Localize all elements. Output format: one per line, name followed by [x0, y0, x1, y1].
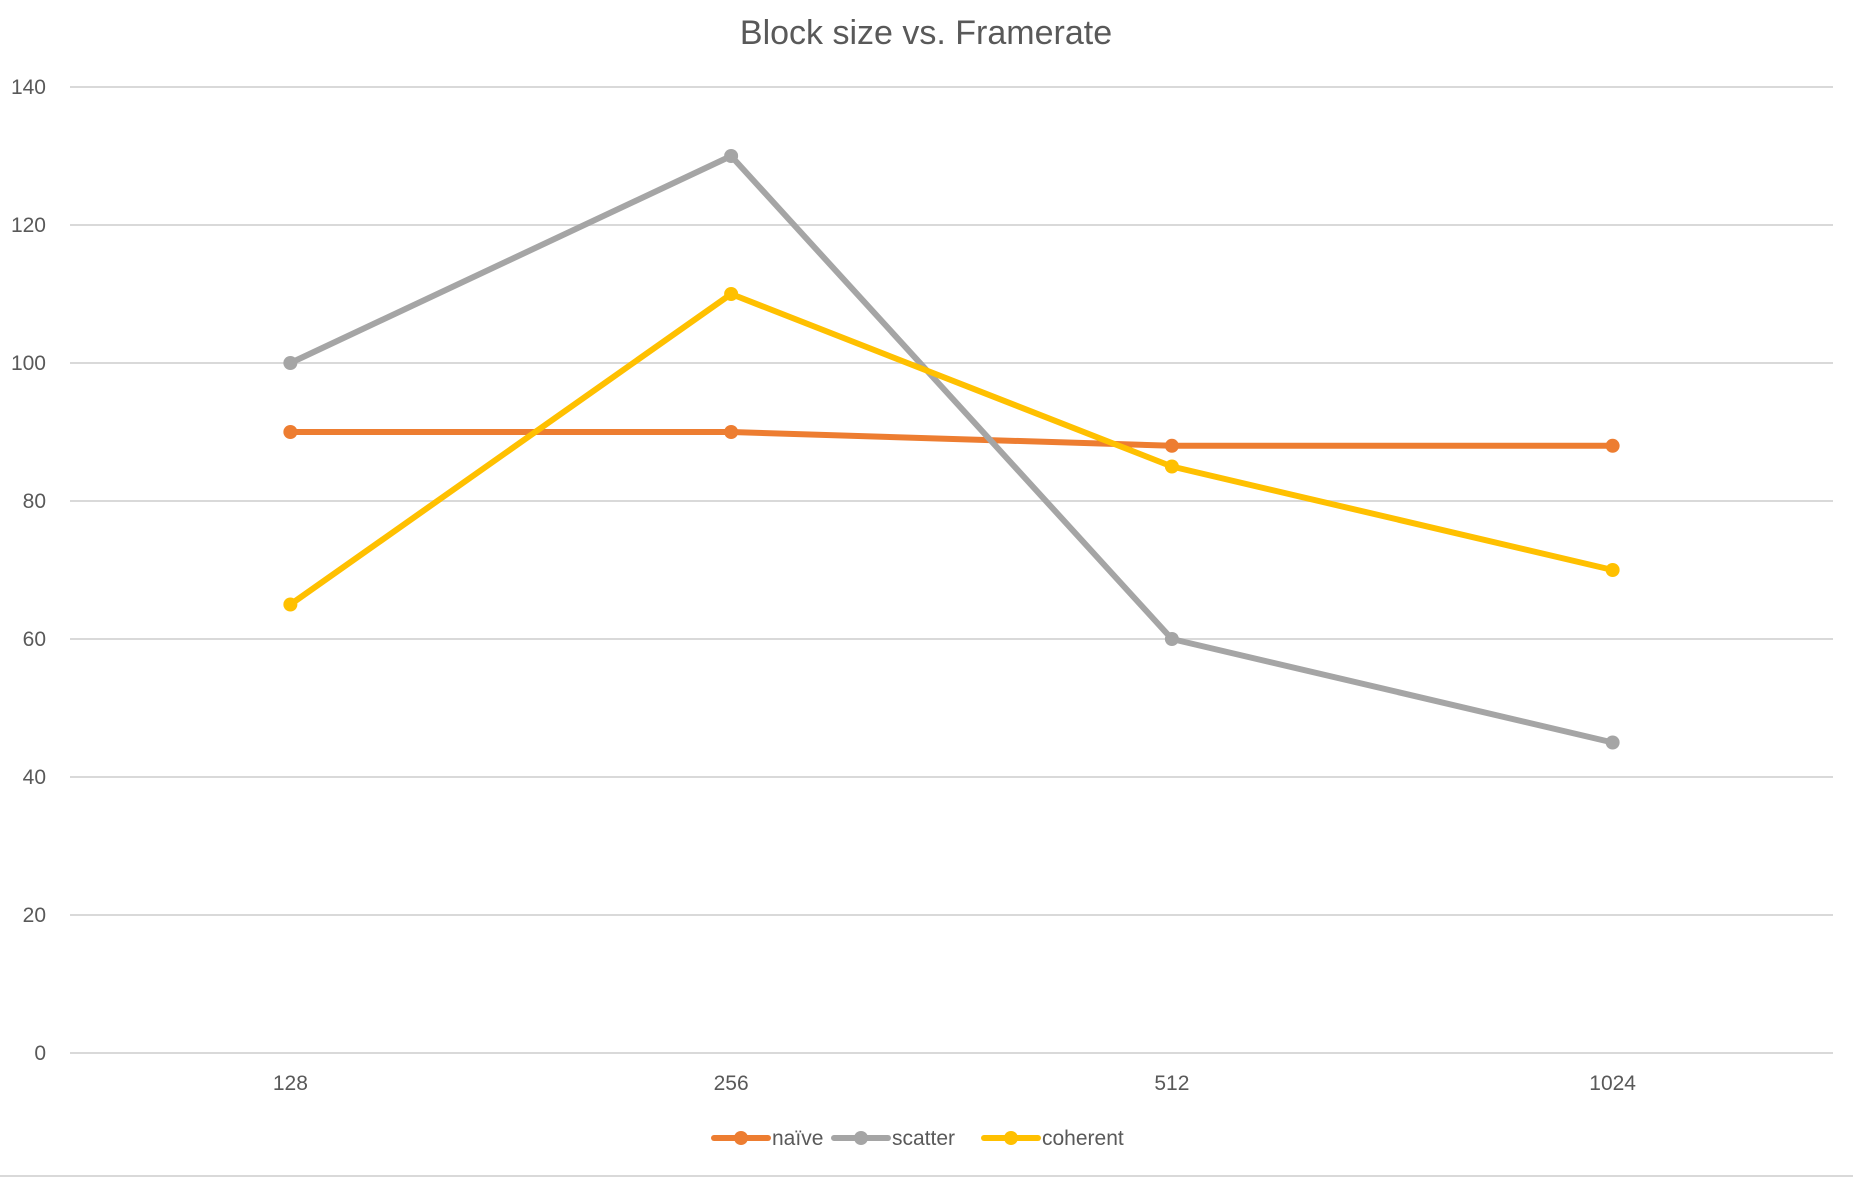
- legend-item: scatter: [831, 1127, 955, 1150]
- series-lines: [283, 149, 1620, 750]
- y-tick-label: 40: [23, 766, 46, 789]
- data-point: [1164, 459, 1179, 474]
- x-tick-label: 1024: [1589, 1072, 1636, 1095]
- legend-swatch-marker: [734, 1131, 748, 1145]
- y-axis-tick-labels: 0 20 40 60 80 100 120 140: [11, 76, 46, 1065]
- data-point: [724, 149, 739, 163]
- legend-label: coherent: [1042, 1127, 1124, 1150]
- y-tick-label: 140: [11, 76, 46, 99]
- data-point: [1605, 735, 1620, 750]
- legend-item: naïve: [711, 1127, 823, 1150]
- legend-item: coherent: [981, 1127, 1124, 1150]
- series-coherent: [283, 287, 1620, 612]
- data-point: [724, 287, 739, 301]
- y-tick-label: 20: [23, 904, 46, 927]
- data-point: [1605, 438, 1620, 453]
- y-tick-label: 120: [11, 214, 46, 237]
- series-naïve: [283, 425, 1620, 453]
- series-line: [287, 153, 1616, 746]
- series-line: [287, 429, 1616, 449]
- series-scatter: [283, 149, 1620, 750]
- gridlines: [70, 86, 1833, 1054]
- legend-label: scatter: [892, 1127, 955, 1150]
- x-tick-label: 256: [714, 1072, 749, 1095]
- series-line: [287, 291, 1616, 608]
- x-tick-label: 128: [273, 1072, 308, 1095]
- chart-title: Block size vs. Framerate: [740, 14, 1112, 52]
- data-point: [283, 597, 298, 612]
- data-point: [283, 425, 298, 439]
- data-point: [283, 356, 298, 370]
- data-point: [724, 425, 739, 439]
- x-tick-label: 512: [1154, 1072, 1189, 1095]
- data-point: [1164, 632, 1179, 646]
- data-point: [1164, 438, 1179, 453]
- y-tick-label: 0: [34, 1042, 46, 1065]
- legend: naïve scatter coherent: [711, 1127, 1124, 1150]
- y-tick-label: 100: [11, 352, 46, 375]
- y-tick-label: 60: [23, 628, 46, 651]
- y-tick-label: 80: [23, 490, 46, 513]
- legend-label: naïve: [772, 1127, 823, 1150]
- data-point: [1605, 563, 1620, 577]
- legend-swatch-marker: [1004, 1131, 1018, 1145]
- legend-swatch-marker: [854, 1131, 868, 1145]
- x-axis-tick-labels: 128 256 512 1024: [273, 1072, 1636, 1095]
